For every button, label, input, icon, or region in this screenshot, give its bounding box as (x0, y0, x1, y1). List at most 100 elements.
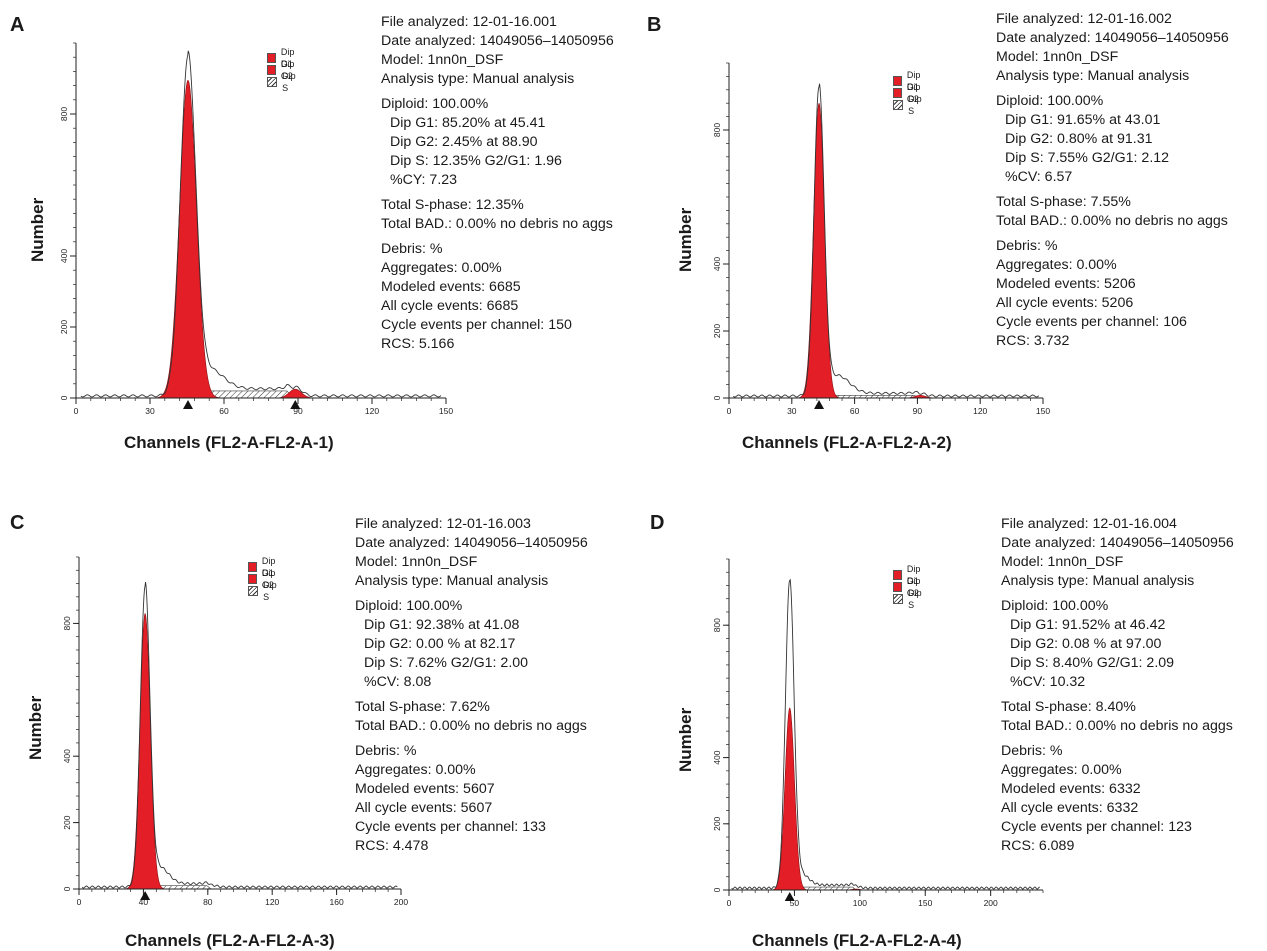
stats-line: Debris: % (355, 743, 417, 759)
x-tick-label: 150 (918, 898, 932, 908)
stats-line: All cycle events: 5206 (996, 295, 1134, 311)
x-tick-label: 90 (293, 406, 303, 416)
x-tick-label: 200 (394, 897, 408, 907)
y-tick-label: 0 (712, 395, 722, 400)
stats-line: Analysis type: Manual analysis (355, 573, 549, 589)
g1-swatch (267, 53, 276, 63)
stats-block: File analyzed: 12-01-16.002 Date analyzed… (996, 10, 1229, 351)
legend: Dip G1 Dip G2 Dip S (893, 564, 925, 610)
y-tick-label: 800 (59, 107, 69, 121)
stats-line: Model: 1nn0n_DSF (355, 554, 478, 570)
y-tick-label: 400 (712, 257, 722, 271)
stats-line: %CV: 8.08 (364, 674, 432, 690)
histogram-plot: 0 40 80 120 160 200 0 200 400 800 (62, 556, 408, 907)
stats-line: RCS: 6.089 (1001, 838, 1075, 854)
stats-line: Total BAD.: 0.00% no debris no aggs (355, 718, 587, 734)
x-tick-label: 120 (265, 897, 279, 907)
legend-item-g1: Dip G1 (893, 564, 925, 586)
x-tick-label: 40 (139, 897, 149, 907)
x-axis-label: Channels (FL2-A-FL2-A-2) (742, 433, 952, 452)
legend-item-g1: Dip G1 (267, 47, 299, 69)
stats-line: Total S-phase: 12.35% (381, 197, 524, 213)
s-swatch (267, 77, 278, 87)
y-tick-label: 0 (712, 887, 722, 892)
x-tick-label: 0 (74, 406, 79, 416)
legend-item-s: Dip S (267, 71, 299, 93)
x-tick-label: 60 (850, 406, 860, 416)
stats-line: Diploid: 100.00% (355, 598, 463, 614)
legend-item-s: Dip S (248, 580, 280, 602)
stats-line: Aggregates: 0.00% (996, 257, 1117, 273)
raw-data-envelope (732, 83, 1040, 398)
raw-data-envelope (80, 50, 442, 398)
g2-swatch (893, 582, 902, 592)
x-tick-label: 90 (913, 406, 923, 416)
stats-line: Dip S: 7.62% G2/G1: 2.00 (364, 655, 529, 671)
peak-marker (784, 892, 795, 901)
stats-line: Cycle events per channel: 106 (996, 314, 1187, 330)
x-tick-label: 0 (77, 897, 82, 907)
x-tick-label: 150 (1036, 406, 1050, 416)
legend: Dip G1 Dip G2 Dip S (893, 70, 925, 116)
stats-block: File analyzed: 12-01-16.001 Date analyzed… (381, 13, 614, 354)
g2-swatch (267, 65, 276, 75)
stats-line: Total S-phase: 8.40% (1001, 699, 1136, 715)
stats-line: Dip G2: 2.45% at 88.90 (390, 134, 538, 150)
y-tick-label: 800 (712, 618, 722, 632)
y-tick-label: 200 (59, 320, 69, 334)
stats-line: %CV: 10.32 (1010, 674, 1086, 690)
g2-swatch (893, 88, 902, 98)
s-swatch (893, 100, 904, 110)
y-tick-label: 200 (62, 815, 72, 829)
x-tick-label: 160 (330, 897, 344, 907)
legend-item-g2: Dip G2 (267, 59, 299, 81)
s-swatch (893, 594, 904, 604)
stats-line: Total S-phase: 7.55% (996, 194, 1131, 210)
x-tick-label: 0 (727, 406, 732, 416)
g1-swatch (893, 76, 902, 86)
y-tick-label: 400 (59, 249, 69, 263)
stats-line: RCS: 3.732 (996, 333, 1070, 349)
x-tick-label: 0 (727, 898, 732, 908)
stats-line: Total BAD.: 0.00% no debris no aggs (996, 213, 1228, 229)
stats-line: Dip G1: 92.38% at 41.08 (364, 617, 520, 633)
x-tick-label: 200 (984, 898, 998, 908)
stats-line: Dip S: 7.55% G2/G1: 2.12 (1005, 150, 1170, 166)
x-tick-label: 30 (145, 406, 155, 416)
stats-line: Model: 1nn0n_DSF (381, 52, 504, 68)
g2-swatch (248, 574, 257, 584)
legend-item-s: Dip S (893, 588, 925, 610)
peak-marker (183, 400, 194, 409)
stats-line: File analyzed: 12-01-16.001 (381, 14, 557, 30)
raw-data-envelope (81, 582, 398, 889)
raw-data-envelope (731, 578, 1040, 890)
s-phase-area (825, 395, 920, 399)
stats-line: Date analyzed: 14049056–14050956 (355, 535, 588, 551)
stats-line: Cycle events per channel: 150 (381, 317, 572, 333)
stats-line: Total S-phase: 7.62% (355, 699, 490, 715)
panel-letter: A (10, 14, 25, 36)
legend-item-g2: Dip G2 (893, 82, 925, 104)
stats-line: Total BAD.: 0.00% no debris no aggs (381, 216, 613, 232)
peak-marker (814, 400, 825, 409)
stats-line: Cycle events per channel: 133 (355, 819, 546, 835)
g1-peak (154, 80, 222, 399)
stats-line: %CV: 6.57 (1005, 169, 1073, 185)
y-tick-label: 800 (712, 123, 722, 137)
stats-line: Aggregates: 0.00% (1001, 762, 1122, 778)
stats-line: Modeled events: 5206 (996, 276, 1136, 292)
y-tick-label: 0 (59, 395, 69, 400)
stats-line: Dip G1: 85.20% at 45.41 (390, 115, 546, 131)
stats-block: File analyzed: 12-01-16.004 Date analyzed… (1001, 515, 1234, 856)
stats-line: All cycle events: 5607 (355, 800, 493, 816)
stats-line: All cycle events: 6332 (1001, 800, 1139, 816)
stats-line: Modeled events: 6685 (381, 279, 521, 295)
x-tick-label: 30 (787, 406, 797, 416)
stats-line: Diploid: 100.00% (1001, 598, 1109, 614)
stats-line: Aggregates: 0.00% (355, 762, 476, 778)
peak-marker (140, 891, 151, 900)
stats-line: Total BAD.: 0.00% no debris no aggs (1001, 718, 1233, 734)
stats-line: %CY: 7.23 (390, 172, 458, 188)
stats-line: Dip S: 12.35% G2/G1: 1.96 (390, 153, 562, 169)
stats-line: Dip G2: 0.80% at 91.31 (1005, 131, 1153, 147)
